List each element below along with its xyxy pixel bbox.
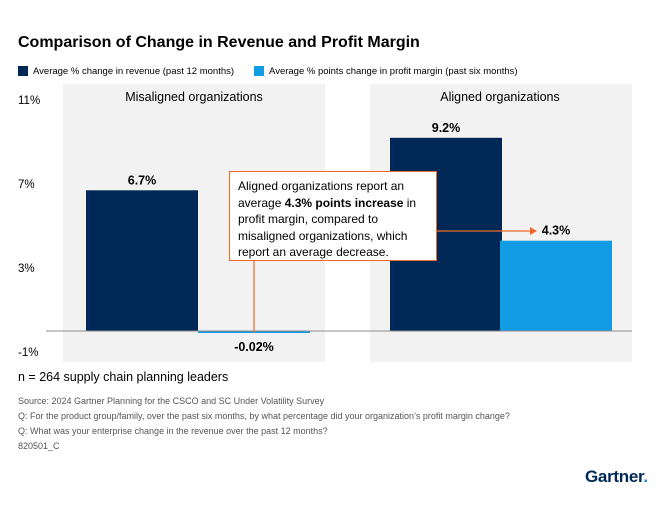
question-1: Q: For the product group/family, over th… <box>18 411 510 421</box>
y-tick-label: -1% <box>18 347 38 359</box>
gartner-logo: Gartner. <box>585 467 648 487</box>
data-label: 6.7% <box>128 173 157 187</box>
logo-dot: . <box>643 467 648 486</box>
arrow-head-icon <box>530 227 537 235</box>
bar-revenue <box>86 190 198 331</box>
annotation-text-end: in profit margin, compared to misaligned… <box>238 195 417 260</box>
annotation-highlight: 4.3% points increase <box>284 195 404 210</box>
y-tick-label: 11% <box>18 95 40 107</box>
legend-item-profit-margin: Average % points change in profit margin… <box>254 66 518 77</box>
figure-id: 820501_C <box>18 441 60 451</box>
annotation-callout: Aligned organizations report an average … <box>229 171 437 261</box>
source-note: Source: 2024 Gartner Planning for the CS… <box>18 396 325 406</box>
data-label: 4.3% <box>542 224 571 238</box>
legend-swatch-revenue <box>18 66 28 76</box>
logo-text: Gartner <box>585 467 644 486</box>
footnotes: Source: 2024 Gartner Planning for the CS… <box>18 394 510 454</box>
legend-label-revenue: Average % change in revenue (past 12 mon… <box>33 65 235 77</box>
legend-item-revenue: Average % change in revenue (past 12 mon… <box>18 66 234 77</box>
legend: Average % change in revenue (past 12 mon… <box>18 64 538 78</box>
category-label: Misaligned organizations <box>125 90 263 104</box>
chart-title: Comparison of Change in Revenue and Prof… <box>18 34 420 51</box>
sample-size: n = 264 supply chain planning leaders <box>18 370 229 384</box>
bar-profit-margin <box>500 240 612 331</box>
data-label: -0.02% <box>234 340 274 354</box>
annotation-text: Aligned organizations report an average <box>238 179 405 210</box>
question-2: Q: What was your enterprise change in th… <box>18 426 328 436</box>
y-tick-label: 3% <box>18 263 35 275</box>
data-label: 9.2% <box>432 121 461 135</box>
y-tick-label: 7% <box>18 179 35 191</box>
legend-label-profit-margin: Average % points change in profit margin… <box>269 65 518 77</box>
legend-swatch-profit-margin <box>254 66 265 76</box>
category-label: Aligned organizations <box>440 90 560 104</box>
